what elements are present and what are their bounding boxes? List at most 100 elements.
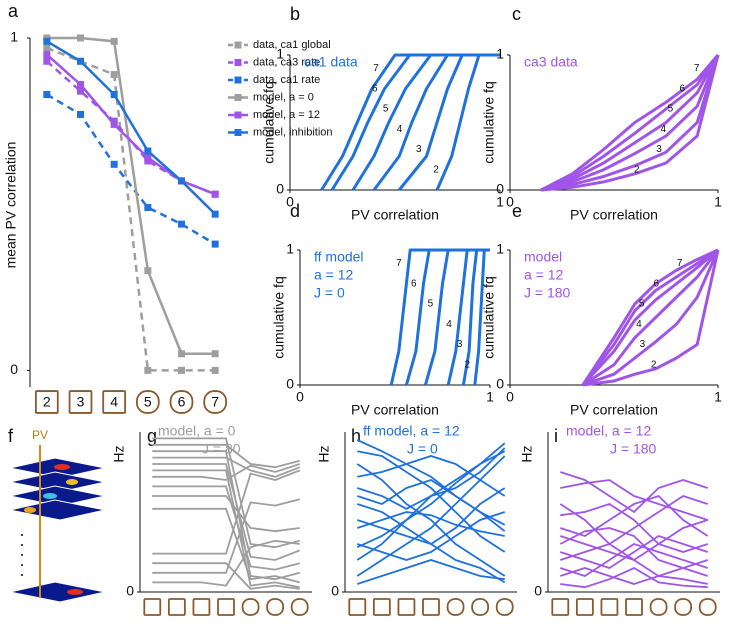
cdf-line <box>540 54 720 192</box>
marker <box>211 366 219 374</box>
annotation: model, a = 12 <box>566 423 651 439</box>
x-tick-label: 4 <box>110 394 118 410</box>
series-line <box>46 53 216 196</box>
panel-f-diagram: f PV <box>8 426 106 603</box>
marker <box>110 71 118 79</box>
y-axis-label: cumulative fq <box>261 81 277 163</box>
curve-label: 4 <box>397 124 403 135</box>
y-axis-label: cumulative fq <box>481 81 497 163</box>
cdf-line <box>473 248 490 386</box>
marker <box>211 350 219 358</box>
panel-letter: c <box>512 4 521 24</box>
cdf-line <box>581 248 719 386</box>
x-axis-label: PV correlation <box>570 402 658 418</box>
series-line <box>46 46 216 372</box>
series-line <box>356 447 506 549</box>
curve-label: 5 <box>383 104 389 115</box>
annotation: J = 180 <box>524 285 571 301</box>
panel-letter: h <box>351 426 361 446</box>
y-tick-label: 0 <box>496 376 504 392</box>
y-tick-label: 0 <box>534 583 542 599</box>
x-tick-label: 2 <box>43 394 51 410</box>
panel-letter: a <box>8 1 19 21</box>
x-tick-label: 1 <box>496 194 504 210</box>
curve-label: 6 <box>372 83 378 94</box>
series-line <box>357 487 506 545</box>
curve-label: 2 <box>433 164 439 175</box>
panel: a 0 1 mean PV correlation 2 3 4 5 6 7 data, ca1 gl… <box>3 1 333 414</box>
cdf-line <box>541 54 720 192</box>
series-line <box>46 36 216 356</box>
marker <box>43 44 51 52</box>
legend-label: model, a = 0 <box>253 91 314 103</box>
series-line <box>560 567 708 585</box>
y-tick-label: 1 <box>10 29 18 45</box>
annotation: J = 80 <box>202 441 241 457</box>
category-shape <box>698 598 717 616</box>
category-shape <box>203 390 228 414</box>
category-shape <box>102 390 127 414</box>
annotation: J = 180 <box>610 441 657 457</box>
series-line <box>559 527 708 569</box>
y-tick-label: 1 <box>286 241 294 257</box>
y-axis-label: Hz <box>519 445 535 462</box>
y-tick-label: 0 <box>126 583 134 599</box>
curve-label: 3 <box>416 144 422 155</box>
category-shape <box>397 598 416 616</box>
marker <box>77 110 84 118</box>
category-shape <box>68 390 93 414</box>
series-line <box>152 463 301 561</box>
series-line <box>560 503 708 553</box>
cdf-line <box>581 248 719 387</box>
marker <box>110 120 118 128</box>
category-shape <box>135 390 160 414</box>
marker <box>110 37 118 45</box>
curve-label: 5 <box>668 104 674 115</box>
curve-label: 6 <box>679 83 685 94</box>
cdf-line <box>581 248 719 386</box>
cdf-line <box>389 248 490 386</box>
x-tick-label: 1 <box>714 389 722 405</box>
place-field <box>24 507 36 513</box>
series-line <box>357 559 505 585</box>
series-line <box>357 455 506 497</box>
category-shape <box>290 598 309 616</box>
curve-label: 4 <box>636 319 642 330</box>
series-line <box>560 543 708 577</box>
series-line <box>152 562 300 590</box>
series-line <box>152 507 300 584</box>
marker <box>211 210 219 218</box>
y-axis-label: Hz <box>111 445 127 462</box>
panel-letter: i <box>554 426 558 446</box>
category-shape <box>348 598 367 616</box>
marker <box>178 366 185 374</box>
legend-marker <box>234 129 242 136</box>
marker <box>43 91 51 99</box>
marker <box>211 240 219 248</box>
cdf-line <box>582 249 720 387</box>
series-line <box>560 543 708 577</box>
marker <box>144 366 152 374</box>
category-shape <box>217 598 235 616</box>
curve-label: 4 <box>661 124 667 135</box>
x-tick-label: 7 <box>211 394 219 410</box>
category-shape <box>551 598 570 616</box>
place-field <box>67 589 83 595</box>
panel-letter: g <box>147 426 157 446</box>
cdf-line <box>372 53 500 191</box>
series-line <box>152 498 300 574</box>
x-tick-label: 1 <box>714 194 722 210</box>
category-shape <box>422 598 440 616</box>
y-tick-label: 1 <box>276 46 284 62</box>
marker <box>178 177 185 185</box>
legend-marker <box>234 59 242 66</box>
legend-label: data, ca1 global <box>253 39 331 51</box>
x-tick-label: 6 <box>178 394 186 410</box>
series-line <box>357 511 505 537</box>
curve-label: 5 <box>428 299 434 310</box>
series-line <box>152 437 300 549</box>
category-shape <box>471 598 490 616</box>
y-axis-label: Hz <box>316 445 332 462</box>
x-tick-label: 0 <box>286 194 294 210</box>
